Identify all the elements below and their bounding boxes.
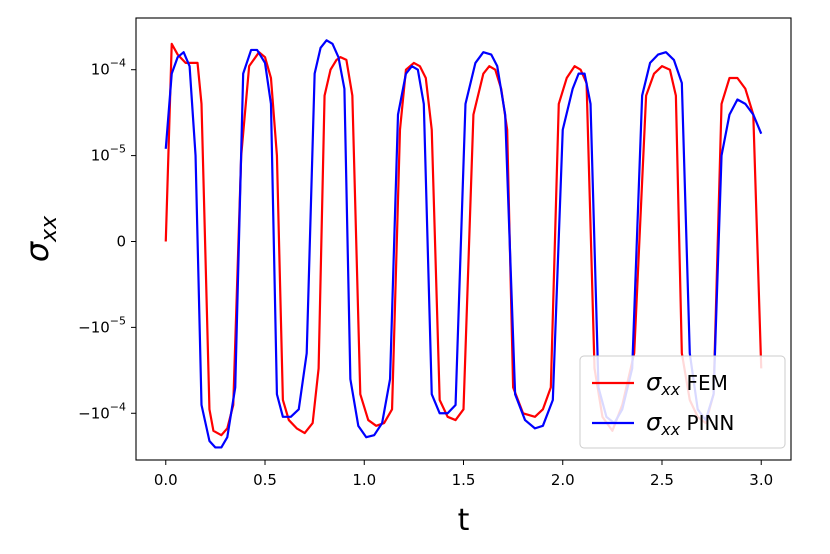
y-tick-label: 0 — [116, 232, 126, 250]
axes-layer: 0.0 0.5 1.0 1.5 2.0 2.5 3.0 −10−4 −10−5 0 10−5 10−4… — [18, 17, 792, 538]
legend-box — [579, 355, 786, 449]
x-tick-label: 2.0 — [551, 471, 575, 489]
series-layer — [164, 39, 763, 449]
x-tick-label: 2.5 — [650, 471, 674, 489]
series-line-fem — [164, 42, 763, 437]
x-tick-label: 1.5 — [452, 471, 476, 489]
x-tick-label: 0.0 — [154, 471, 178, 489]
y-tick-label: 10−4 — [91, 57, 126, 79]
y-tick-label: −10−5 — [78, 314, 126, 336]
x-tick-label: 3.0 — [749, 471, 773, 489]
x-tick-label: 1.0 — [352, 471, 376, 489]
x-tick-label: 0.5 — [253, 471, 277, 489]
y-tick-label: −10−4 — [78, 400, 126, 422]
legend: σxx FEM σxx PINN — [579, 355, 786, 449]
y-tick-label: 10−5 — [91, 143, 126, 165]
series-line-pinn — [164, 39, 763, 449]
x-axis-label: t — [458, 503, 470, 538]
legend-label: σxx FEM — [646, 368, 728, 399]
y-axis-label: σxx — [18, 215, 62, 262]
legend-label: σxx PINN — [646, 408, 734, 439]
